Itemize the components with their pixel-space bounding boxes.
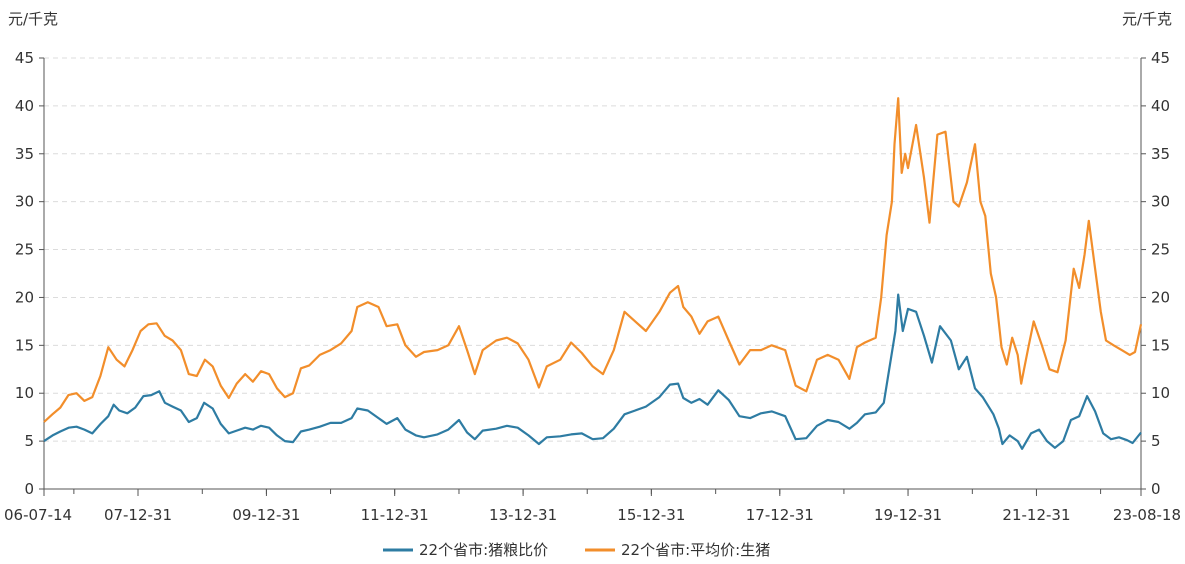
- series-line-2: [43, 97, 1143, 423]
- left-axis-unit: 元/千克: [8, 10, 58, 28]
- right-axis-unit: 元/千克: [1122, 10, 1172, 28]
- x-tick-label: 09-12-31: [232, 506, 300, 524]
- y-tick-label-left: 30: [15, 193, 34, 211]
- y-tick-label-left: 25: [15, 241, 34, 259]
- y-tick-label-left: 35: [15, 145, 34, 163]
- x-tick-label: 21-12-31: [1002, 506, 1070, 524]
- x-tick-label: 11-12-31: [361, 506, 429, 524]
- y-tick-label-left: 20: [15, 288, 34, 306]
- x-tick-label: 17-12-31: [746, 506, 814, 524]
- y-tick-label-right: 5: [1151, 432, 1161, 450]
- y-tick-label-left: 10: [15, 384, 34, 402]
- x-tick-label: 19-12-31: [874, 506, 942, 524]
- left-y-axis: 0 5 10 15 20 25 30 35 40 45: [15, 49, 45, 498]
- x-tick-label: 23-08-18: [1113, 506, 1181, 524]
- legend: 22个省市:猪粮比价 22个省市:平均价:生猪: [383, 541, 770, 559]
- y-tick-label-right: 40: [1151, 97, 1170, 115]
- gridlines: [44, 57, 1141, 442]
- y-tick-label-left: 45: [15, 49, 34, 67]
- legend-label: 22个省市:猪粮比价: [419, 541, 548, 559]
- x-tick-label: 06-07-14: [4, 506, 72, 524]
- y-tick-label-right: 10: [1151, 384, 1170, 402]
- series-lines: [43, 97, 1143, 450]
- y-tick-label-left: 40: [15, 97, 34, 115]
- y-tick-label-left: 15: [15, 336, 34, 354]
- series-line-1: [43, 293, 1142, 450]
- y-tick-label-right: 35: [1151, 145, 1170, 163]
- y-tick-label-right: 20: [1151, 288, 1170, 306]
- y-tick-label-left: 5: [24, 432, 34, 450]
- x-tick-label: 07-12-31: [104, 506, 172, 524]
- y-tick-label-right: 45: [1151, 49, 1170, 67]
- y-tick-label-right: 30: [1151, 193, 1170, 211]
- y-tick-label-right: 15: [1151, 336, 1170, 354]
- y-tick-label-left: 0: [24, 480, 34, 498]
- y-tick-label-right: 25: [1151, 241, 1170, 259]
- x-tick-label: 15-12-31: [617, 506, 685, 524]
- legend-label: 22个省市:平均价:生猪: [621, 541, 770, 559]
- right-y-axis: 0 5 10 15 20 25 30 35 40 45: [1140, 49, 1170, 498]
- y-tick-label-right: 0: [1151, 480, 1161, 498]
- x-axis: 06-07-14 07-12-31 09-12-31 11-12-31 13-12-31…: [4, 488, 1181, 524]
- x-tick-label: 13-12-31: [489, 506, 557, 524]
